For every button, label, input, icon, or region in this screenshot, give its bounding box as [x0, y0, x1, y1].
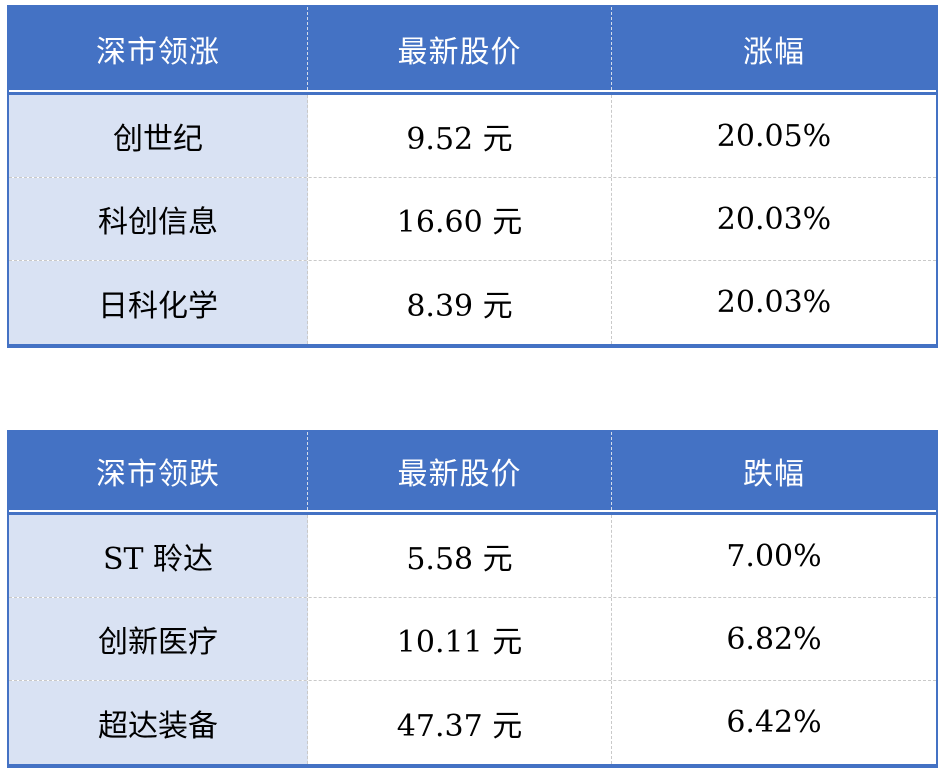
gainers-price-header: 最新股价: [308, 7, 612, 90]
change-cell: 7.00%: [612, 515, 936, 597]
change-cell: 20.05%: [612, 95, 936, 177]
change-cell: 6.82%: [612, 598, 936, 680]
losers-price-header: 最新股价: [308, 432, 612, 510]
losers-title-header: 深市领跌: [9, 432, 308, 510]
table-row: 超达装备 47.37 元 6.42%: [9, 681, 936, 764]
stock-name-cell: 创新医疗: [9, 598, 308, 680]
header-divider: [9, 92, 936, 95]
losers-header-row: 深市领跌 最新股价 跌幅: [9, 432, 936, 512]
gainers-header-row: 深市领涨 最新股价 涨幅: [9, 7, 936, 92]
stock-name-cell: 超达装备: [9, 681, 308, 764]
price-cell: 47.37 元: [308, 681, 612, 764]
table-row: 创世纪 9.52 元 20.05%: [9, 95, 936, 178]
gainers-change-header: 涨幅: [743, 34, 805, 70]
stock-name-cell: 创世纪: [9, 95, 308, 177]
stock-name-cell: 科创信息: [9, 178, 308, 260]
table-row: 科创信息 16.60 元 20.03%: [9, 178, 936, 261]
losers-body: ST 聆达 5.58 元 7.00% 创新医疗 10.11 元 6.82% 超达…: [9, 515, 936, 764]
gainers-body: 创世纪 9.52 元 20.05% 科创信息 16.60 元 20.03% 日科…: [9, 95, 936, 344]
losers-table: 深市领跌 最新股价 跌幅 ST 聆达 5.58 元 7.00% 创新医疗 10.…: [7, 430, 938, 768]
header-divider: [9, 512, 936, 515]
price-cell: 10.11 元: [308, 598, 612, 680]
stock-name-cell: 日科化学: [9, 261, 308, 344]
change-cell: 6.42%: [612, 681, 936, 764]
table-row: 日科化学 8.39 元 20.03%: [9, 261, 936, 344]
losers-change-header: 跌幅: [743, 457, 805, 492]
change-cell: 20.03%: [612, 178, 936, 260]
stock-name-cell: ST 聆达: [9, 515, 308, 597]
table-row: ST 聆达 5.58 元 7.00%: [9, 515, 936, 598]
gainers-title-header: 深市领涨: [9, 7, 308, 90]
price-cell: 9.52 元: [308, 95, 612, 177]
table-row: 创新医疗 10.11 元 6.82%: [9, 598, 936, 681]
gainers-table: 深市领涨 最新股价 涨幅 创世纪 9.52 元 20.05% 科创信息 16.6…: [7, 5, 938, 348]
change-cell: 20.03%: [612, 261, 936, 344]
price-cell: 5.58 元: [308, 515, 612, 597]
price-cell: 16.60 元: [308, 178, 612, 260]
price-cell: 8.39 元: [308, 261, 612, 344]
